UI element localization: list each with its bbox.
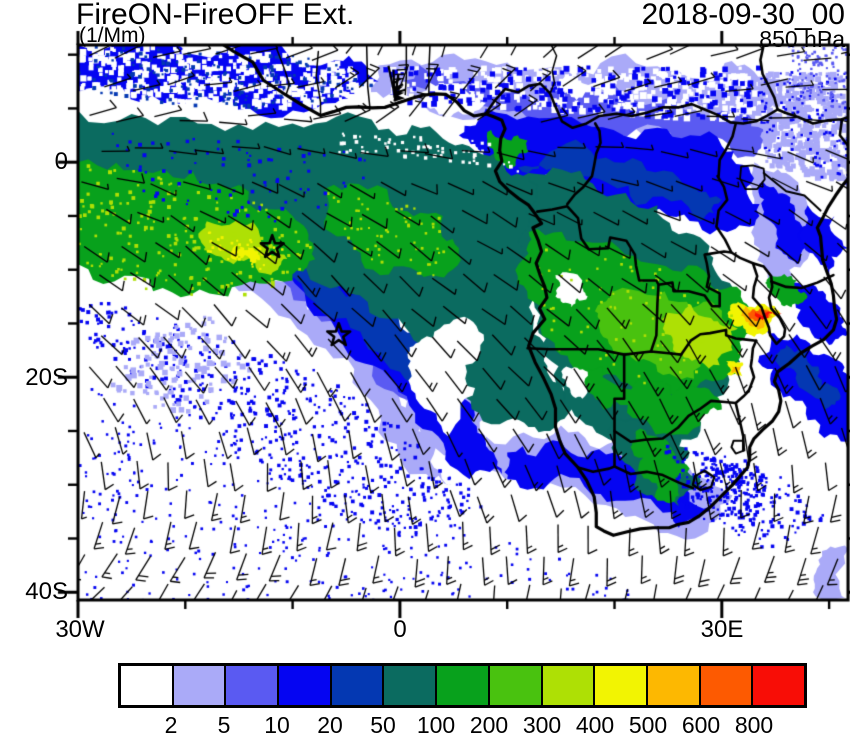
- colorbar-tick-600: 600: [681, 712, 721, 738]
- colorbar-cell: [489, 666, 543, 705]
- units-label: (1/Mm): [79, 24, 146, 47]
- x-tick-label-30w: 30W: [55, 616, 105, 643]
- colorbar-cell: [542, 666, 596, 705]
- y-tick-label-40s: 40S: [25, 578, 68, 605]
- x-tick-label-30e: 30E: [700, 616, 744, 643]
- colorbar-cell: [700, 666, 754, 705]
- colorbar-tick-20: 20: [317, 712, 343, 738]
- x-tick-label-0: 0: [393, 616, 407, 643]
- colorbar-tick-10: 10: [264, 712, 290, 738]
- colorbar-tick-100: 100: [416, 712, 456, 738]
- y-tick-label-0: 0: [54, 148, 68, 175]
- colorbar-cell: [226, 666, 280, 705]
- colorbar-tick-2: 2: [164, 712, 178, 738]
- colorbar-cell: [331, 666, 385, 705]
- colorbar-tick-400: 400: [575, 712, 615, 738]
- colorbar-cell: [384, 666, 438, 705]
- map-canvas: [0, 0, 850, 660]
- colorbar-cell: [595, 666, 648, 705]
- colorbar-tick-500: 500: [628, 712, 668, 738]
- page-title: FireON-FireOFF Ext.: [76, 0, 355, 31]
- datetime-label: 2018-09-30_00: [641, 0, 845, 31]
- colorbar-cell: [121, 666, 174, 705]
- colorbar-cell: [173, 666, 227, 705]
- pressure-level-label: 850 hPa: [759, 26, 845, 52]
- colorbar-tick-50: 50: [370, 712, 396, 738]
- colorbar-tick-5: 5: [217, 712, 231, 738]
- colorbar-cell: [647, 666, 701, 705]
- colorbar-tick-800: 800: [734, 712, 774, 738]
- colorbar-cell: [279, 666, 332, 705]
- colorbar: [118, 663, 807, 708]
- colorbar-tick-200: 200: [469, 712, 509, 738]
- colorbar-tick-300: 300: [522, 712, 562, 738]
- y-tick-label-20s: 20S: [25, 364, 68, 391]
- colorbar-cell: [753, 666, 804, 705]
- colorbar-cell: [437, 666, 490, 705]
